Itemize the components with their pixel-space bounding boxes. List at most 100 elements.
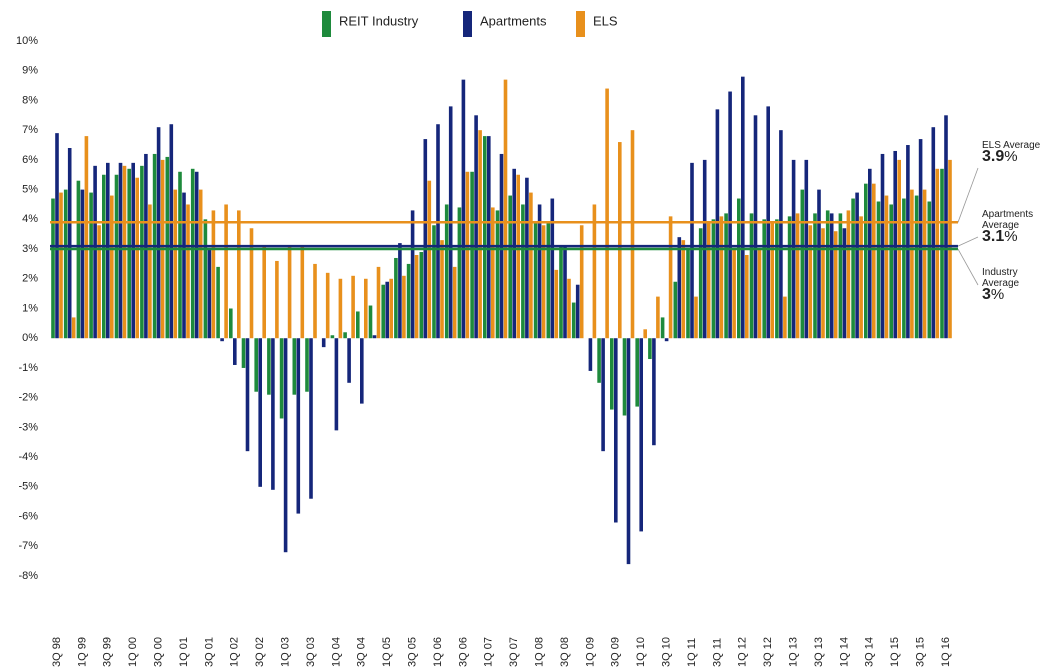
legend-swatch (463, 11, 472, 37)
y-tick-label: 0% (22, 332, 38, 344)
average-connector (957, 236, 979, 247)
bar (525, 177, 529, 339)
bar (783, 296, 787, 339)
bar (258, 338, 262, 487)
bar (389, 278, 393, 339)
bar (757, 249, 762, 339)
x-tick-label: 1Q 04 (330, 637, 342, 667)
average-unit: % (1004, 148, 1018, 165)
x-tick-label: 3Q 15 (915, 637, 927, 667)
bar (910, 189, 914, 339)
bar (902, 198, 906, 339)
x-tick-label: 3Q 09 (610, 637, 622, 667)
average-annotation: ELS Average 3.9% (982, 140, 1052, 165)
bar (440, 240, 444, 339)
bar (537, 204, 542, 339)
bar (825, 210, 830, 339)
bar (452, 266, 457, 339)
bar (173, 189, 178, 339)
bar (368, 305, 373, 339)
bar (457, 207, 462, 339)
bar (829, 213, 834, 339)
average-value-row: 3% (982, 287, 1052, 303)
bar (305, 338, 309, 392)
bar (220, 338, 224, 342)
bar (444, 204, 449, 339)
bar (300, 246, 305, 339)
bar (394, 257, 398, 339)
x-tick-label: 1Q 13 (788, 637, 800, 667)
x-tick-label: 3Q 14 (864, 637, 876, 667)
bar (711, 219, 716, 339)
bar (918, 139, 923, 339)
bar (508, 195, 512, 339)
y-tick-label: -8% (18, 570, 38, 582)
bar (821, 228, 825, 339)
legend-label: Apartments (480, 13, 547, 28)
bar (97, 225, 101, 339)
bar (165, 156, 170, 339)
y-tick-label: 10% (16, 35, 38, 47)
x-tick-label: 3Q 10 (661, 637, 673, 667)
bar (89, 192, 93, 339)
y-tick-label: 1% (22, 302, 38, 314)
bar (279, 338, 284, 419)
y-tick-label: 2% (22, 273, 38, 285)
bar (470, 171, 474, 339)
average-connector (957, 167, 979, 223)
bar (249, 228, 254, 339)
bar (706, 222, 711, 339)
bar (808, 225, 813, 339)
x-tick-label: 1Q 09 (584, 637, 596, 667)
average-connector (957, 248, 979, 286)
bar (233, 338, 237, 365)
bar (690, 162, 694, 339)
bar (838, 213, 843, 339)
bar (122, 165, 127, 339)
bar (579, 225, 584, 339)
bar (677, 237, 682, 339)
x-tick-label: 1Q 08 (534, 637, 546, 667)
x-tick-label: 3Q 99 (102, 637, 114, 667)
bar (483, 136, 487, 339)
bar (503, 79, 508, 339)
y-tick-label: 8% (22, 94, 38, 106)
average-label: Industry Average (982, 267, 1020, 289)
bar (207, 249, 212, 339)
bar (381, 284, 385, 339)
bar (694, 296, 698, 339)
average-value: 3.9 (982, 148, 1005, 165)
bar (719, 216, 724, 339)
bar (554, 269, 559, 339)
bar (262, 246, 266, 339)
y-tick-label: -2% (18, 392, 38, 404)
bar (178, 171, 182, 339)
bar (715, 109, 720, 339)
x-tick-label: 1Q 02 (229, 637, 241, 667)
y-tick-label: -7% (18, 540, 38, 552)
bar (906, 145, 910, 339)
y-tick-label: 7% (22, 124, 38, 136)
bar (567, 278, 571, 339)
bar (216, 266, 220, 339)
bar (190, 168, 195, 339)
bar (842, 228, 847, 339)
bar (618, 142, 622, 339)
bar (343, 332, 347, 339)
bar (271, 338, 275, 490)
x-tick-label: 1Q 99 (76, 637, 88, 667)
bar (533, 222, 538, 339)
bar (787, 216, 792, 339)
bar (71, 317, 76, 339)
bar (182, 192, 186, 339)
bar (614, 338, 618, 523)
y-tick-label: -5% (18, 481, 38, 493)
average-unit: % (1004, 228, 1018, 245)
bar (283, 338, 288, 553)
bar (245, 338, 250, 452)
x-tick-label: 1Q 15 (889, 637, 901, 667)
bar (423, 139, 428, 339)
bar (287, 246, 292, 339)
x-tick-label: 3Q 00 (153, 637, 165, 667)
